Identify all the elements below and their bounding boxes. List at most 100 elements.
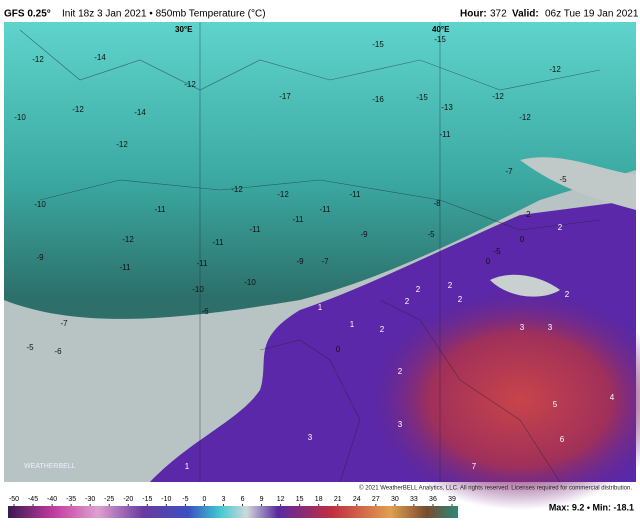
- contour-label: -6: [54, 347, 62, 356]
- contour-label: 2: [398, 367, 403, 376]
- contour-label: -11: [120, 263, 132, 272]
- contour-label: -15: [416, 93, 428, 102]
- colorbar-tick-label: -5: [182, 496, 188, 503]
- contour-label: -11: [440, 130, 452, 139]
- colorbar-tick-label: -30: [85, 496, 95, 503]
- contour-label: -11: [213, 238, 225, 247]
- colorbar-tick-label: -45: [28, 496, 38, 503]
- contour-label: 3: [398, 420, 403, 429]
- contour-label: -15: [434, 35, 446, 44]
- contour-label: -5: [26, 343, 34, 352]
- contour-label: -9: [360, 230, 368, 239]
- hour-label: Hour:: [460, 9, 487, 20]
- colorbar-tick-label: 12: [277, 496, 285, 503]
- colorbar-tick-label: 27: [372, 496, 380, 503]
- contour-label: -11: [250, 225, 262, 234]
- contour-label: -11: [197, 259, 209, 268]
- lake: [490, 274, 560, 297]
- contour-label: -12: [116, 140, 128, 149]
- contour-label: -9: [296, 257, 304, 266]
- contour-label: -15: [372, 40, 384, 49]
- contour-label: -10: [192, 285, 204, 294]
- map: 30°E 40°E -12 -14 -12 -10 -12 -14 -12 -17 -16 -15…: [4, 22, 640, 510]
- colorbar: -50 -45 -40 -35 -30 -25 -20 -15 -10 -5 0 3 6 9 12 15 18 2…: [8, 496, 458, 518]
- colorbar-tick-label: 18: [315, 496, 323, 503]
- colorbar-tick-label: 30: [391, 496, 399, 503]
- warm-field: [370, 290, 640, 510]
- lon-label: 30°E: [175, 25, 193, 34]
- colorbar-tick-label: 0: [202, 496, 206, 503]
- info: Init 18z 3 Jan 2021 • 850mb Temperature …: [62, 9, 266, 20]
- contour-label: -10: [34, 200, 46, 209]
- contour-label: -12: [32, 55, 44, 64]
- valid: 06z Tue 19 Jan 2021: [545, 9, 639, 20]
- contour-label: -12: [122, 235, 134, 244]
- contour-label: -5: [427, 230, 435, 239]
- contour-label: 2: [448, 281, 453, 290]
- contour-label: -7: [505, 167, 513, 176]
- borders: [19, 22, 601, 483]
- contour-label: -12: [549, 65, 561, 74]
- contour-label: -11: [155, 205, 167, 214]
- lon-label: 40°E: [432, 25, 450, 34]
- contour-label: 1: [185, 462, 190, 471]
- contour-label: 3: [308, 433, 313, 442]
- contour-label: 5: [553, 400, 558, 409]
- stats: Max: 9.2 • Min: -18.1: [549, 502, 634, 512]
- colorbar-tick-label: 21: [334, 496, 342, 503]
- contour-label: 6: [560, 435, 565, 444]
- colorbar-tick-label: 6: [241, 496, 245, 503]
- contour-label: -2: [523, 210, 531, 219]
- contour-label: -16: [372, 95, 384, 104]
- colorbar-tick-label: -35: [66, 496, 76, 503]
- contour-label: 1: [350, 320, 355, 329]
- contour-label: -14: [134, 108, 146, 117]
- contour-label: -9: [36, 253, 44, 262]
- contour-label: -10: [14, 113, 26, 122]
- colorbar-tick-label: 39: [448, 496, 456, 503]
- colorbar-tick-label: -15: [142, 496, 152, 503]
- copyright: © 2021 WeatherBELL Analytics, LLC. All r…: [359, 485, 632, 492]
- contour-label: 2: [458, 295, 463, 304]
- contour-label: 2: [416, 285, 421, 294]
- contour-label: -14: [94, 53, 106, 62]
- contour-label: 4: [610, 393, 615, 402]
- contour-labels: -12 -14 -12 -10 -12 -14 -12 -17 -16 -15 -15 -15 -13 -…: [14, 35, 615, 471]
- contour-label: -5: [559, 175, 567, 184]
- contour-label: 3: [548, 323, 553, 332]
- contour-label: -8: [433, 199, 441, 208]
- colorbar-tick-label: -40: [47, 496, 57, 503]
- contour-label: -12: [277, 190, 289, 199]
- hour: 372: [490, 9, 507, 20]
- contour-label: -12: [231, 185, 243, 194]
- contour-label: -12: [184, 80, 196, 89]
- colorbar-tick-label: 3: [222, 496, 226, 503]
- colorbar-tick-label: 24: [353, 496, 361, 503]
- colorbar-ramp: [8, 506, 458, 518]
- watermark: WEATHERBELL: [24, 463, 76, 470]
- contour-label: -5: [493, 247, 501, 256]
- colorbar-tick-label: 33: [410, 496, 418, 503]
- contour-label: 2: [558, 223, 563, 232]
- contour-label: -7: [321, 257, 329, 266]
- contour-label: 2: [405, 297, 410, 306]
- contour-label: -11: [293, 215, 305, 224]
- colorbar-tick-label: -25: [104, 496, 114, 503]
- contour-label: -11: [350, 190, 362, 199]
- contour-label: -6: [201, 307, 209, 316]
- contour-label: 0: [336, 345, 341, 354]
- colorbar-tick-label: 15: [296, 496, 304, 503]
- colorbar-tick-label: -10: [161, 496, 171, 503]
- contour-label: 0: [520, 235, 525, 244]
- contour-label: -17: [279, 92, 291, 101]
- contour-label: -10: [244, 278, 256, 287]
- contour-label: -12: [492, 92, 504, 101]
- contour-label: 7: [472, 462, 477, 471]
- gray-patch: [520, 157, 636, 210]
- model: GFS 0.25°: [4, 9, 51, 20]
- header: GFS 0.25° Init 18z 3 Jan 2021 • 850mb Te…: [4, 9, 639, 20]
- colorbar-tick-label: 36: [429, 496, 437, 503]
- contour-label: -7: [60, 319, 68, 328]
- contour-label: 3: [520, 323, 525, 332]
